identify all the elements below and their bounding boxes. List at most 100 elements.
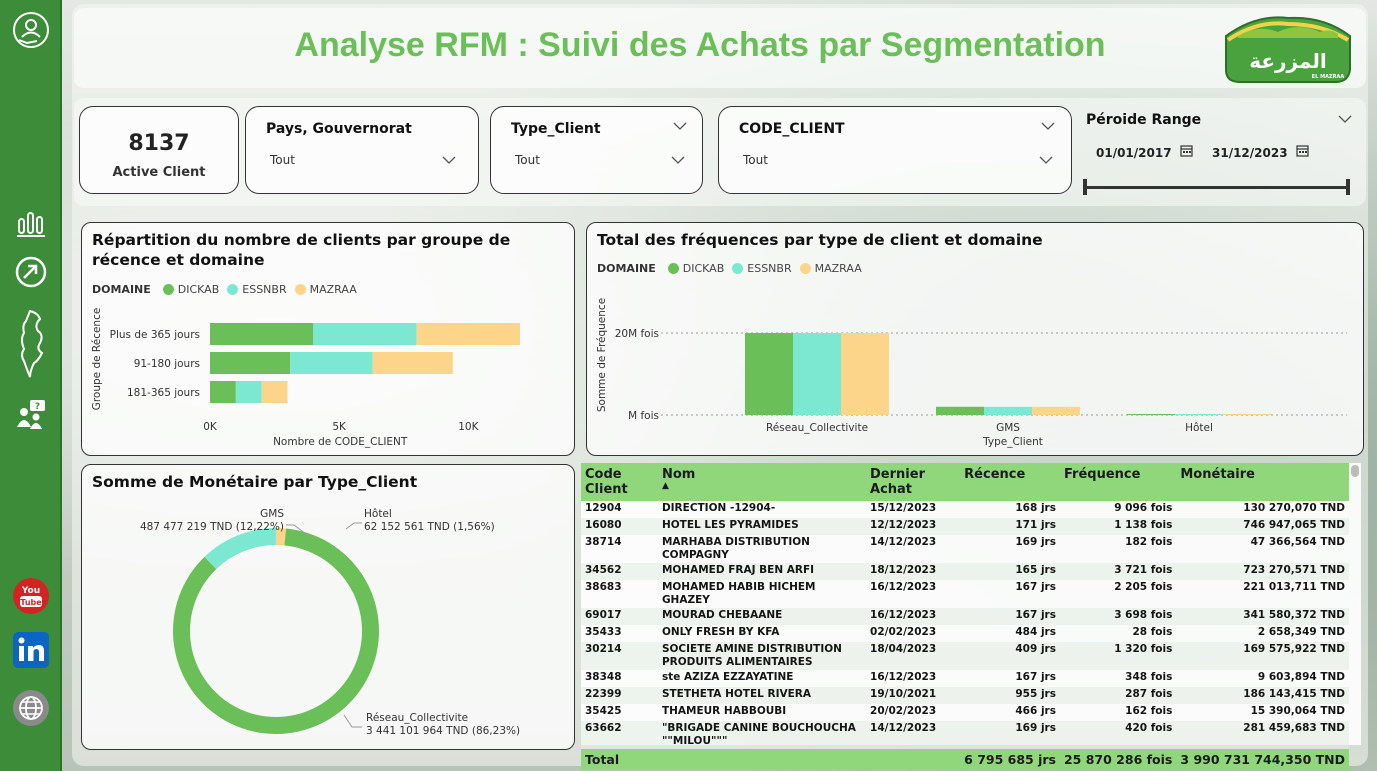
tunisia-map-icon[interactable] <box>9 306 53 382</box>
legend-title: DOMAINE <box>597 262 656 275</box>
table-row[interactable]: 35433 ONLY FRESH BY KFA 02/02/2023 484 jrs 2… <box>581 625 1349 642</box>
svg-text:You: You <box>21 586 40 596</box>
table-cell: 169 jrs <box>960 721 1060 749</box>
table-row[interactable]: 63662 "BRIGADE CANINE BOUCHOUCHA ""MILOU"… <box>581 721 1349 749</box>
bar-chart-icon[interactable] <box>9 200 53 244</box>
bar-dickab <box>210 381 236 403</box>
total-label: Total <box>581 749 658 770</box>
column-header-nom[interactable]: Nom ▲ <box>657 463 867 501</box>
table-cell: DIRECTION -12904- <box>661 502 776 514</box>
youtube-icon[interactable]: You Tube <box>9 574 53 618</box>
table-row[interactable]: 38714 MARHABA DISTRIBUTION COMPAGNY 14/12/… <box>581 535 1349 563</box>
slicer-title: Type_Client <box>511 121 601 137</box>
slicer-pays-gouvernorat[interactable]: Pays, Gouvernorat Tout <box>245 106 479 194</box>
x-tick-label: 0K <box>203 421 218 433</box>
chevron-down-icon[interactable] <box>673 121 687 131</box>
slicer-type-client[interactable]: Type_Client Tout <box>490 106 703 194</box>
column-header-code[interactable]: Code Client <box>581 463 658 501</box>
customer-care-icon[interactable] <box>9 8 53 52</box>
table-row[interactable]: 35425 THAMEUR HABBOUBI 20/02/2023 466 jrs 16… <box>581 704 1349 721</box>
table-row[interactable]: 34562 MOHAMED FRAJ BEN ARFI 18/12/2023 165 … <box>581 563 1349 580</box>
column-header-monetaire[interactable]: Monétaire <box>1176 463 1349 501</box>
table-cell: 955 jrs <box>960 687 1060 704</box>
range-end-handle[interactable] <box>1346 179 1350 195</box>
slicer-value: Tout <box>270 153 295 167</box>
table-cell: 38683 <box>585 581 622 593</box>
table-cell: SOCIETE AMINE DISTRIBUTION PRODUITS ALIM… <box>657 642 867 670</box>
table-cell: 3 721 fois <box>1059 563 1177 580</box>
leader-line <box>286 524 311 538</box>
table-row[interactable]: 16080 HOTEL LES PYRAMIDES 12/12/2023 171 jr… <box>581 518 1349 535</box>
x-tick-label: 5K <box>332 421 347 433</box>
column-header-frequence[interactable]: Fréquence <box>1059 463 1177 501</box>
x-axis-label: Nombre de CODE_CLIENT <box>273 436 408 448</box>
table-scrollbar[interactable] <box>1351 465 1359 477</box>
table-row[interactable]: 22399 STETHETA HOTEL RIVERA 19/10/2021 955 … <box>581 687 1349 704</box>
slicer-title: CODE_CLIENT <box>739 121 845 137</box>
chevron-down-icon[interactable] <box>442 155 456 165</box>
table-cell: 2 658,349 TND <box>1257 626 1345 638</box>
data-label: 3 441 101 964 TND (86,23%) <box>366 725 520 737</box>
column-header-dernier-achat[interactable]: Dernier Achat <box>866 463 961 501</box>
chevron-down-icon[interactable] <box>1041 121 1055 131</box>
bar-mazraa <box>416 323 520 345</box>
bar-mazraa <box>372 352 453 374</box>
table-cell: 182 fois <box>1125 536 1173 548</box>
table-row[interactable]: 30214 SOCIETE AMINE DISTRIBUTION PRODUITS… <box>581 642 1349 670</box>
chevron-down-icon[interactable] <box>1039 155 1053 165</box>
sidebar: ? You Tube <box>0 0 62 771</box>
table-cell: 15/12/2023 <box>870 502 937 514</box>
table-cell: 63662 <box>581 721 658 749</box>
linkedin-icon[interactable] <box>9 628 53 672</box>
table-row[interactable]: 38683 MOHAMED HABIB HICHEM GHAZEY 16/12/20… <box>581 580 1349 608</box>
table-cell: 14/12/2023 <box>866 721 961 749</box>
table-cell: 169 jrs <box>1015 536 1056 548</box>
period-start-input[interactable]: 01/01/2017 <box>1096 146 1172 160</box>
globe-icon[interactable] <box>9 686 53 730</box>
table-cell: 1 320 fois <box>1059 642 1177 670</box>
table-cell: 12904 <box>585 502 622 514</box>
bar-essnbr <box>1175 414 1223 415</box>
trend-icon[interactable] <box>9 250 53 294</box>
chart-title: Somme de Monétaire par Type_Client <box>92 473 418 491</box>
table-cell: 19/10/2021 <box>866 687 961 704</box>
faq-icon[interactable]: ? <box>9 392 53 436</box>
table-row[interactable]: 38348 ste AZIZA EZZAYATINE 16/12/2023 167 j… <box>581 670 1349 687</box>
table-cell: 420 fois <box>1059 721 1177 749</box>
table-cell: 38714 <box>585 536 622 548</box>
slicer-code-client[interactable]: CODE_CLIENT Tout <box>718 106 1072 194</box>
logo-text: المزرعة <box>1249 49 1327 73</box>
chevron-down-icon[interactable] <box>1338 114 1352 124</box>
table-cell: "BRIGADE CANINE BOUCHOUCHA ""MILOU""" <box>657 721 867 749</box>
table-cell: ONLY FRESH BY KFA <box>661 626 780 638</box>
table-cell: 15 390,064 TND <box>1250 705 1345 717</box>
total-frequence: 25 870 286 fois <box>1059 749 1177 770</box>
table-cell: 287 fois <box>1059 687 1177 704</box>
y-tick-label: 181-365 jours <box>127 387 200 399</box>
period-end-input[interactable]: 31/12/2023 <box>1212 146 1288 160</box>
svg-text:Tube: Tube <box>20 598 42 607</box>
bar-mazraa <box>841 333 889 415</box>
chevron-down-icon[interactable] <box>671 155 685 165</box>
table-row[interactable]: 12904 DIRECTION -12904- 15/12/2023 168 jrs 9… <box>581 501 1349 518</box>
data-label: Réseau_Collectivite <box>366 712 468 724</box>
bar-mazraa <box>1223 414 1271 415</box>
column-header-recence[interactable]: Récence <box>960 463 1060 501</box>
legend-label: DICKAB <box>682 262 725 275</box>
donut-slice <box>173 528 379 734</box>
range-start-handle[interactable] <box>1083 179 1087 195</box>
table-cell: 167 jrs <box>1015 671 1056 683</box>
table-header-row: Code Client Nom ▲ Dernier Achat Récence F… <box>581 463 1349 501</box>
calendar-icon[interactable] <box>1296 144 1309 157</box>
table-cell: 130 270,070 TND <box>1243 502 1345 514</box>
table-cell: MOURAD CHEBAANE <box>657 608 867 625</box>
legend-title: DOMAINE <box>92 283 151 296</box>
legend-label: DICKAB <box>177 283 220 296</box>
table-row[interactable]: 69017 MOURAD CHEBAANE 16/12/2023 167 jrs 3 6… <box>581 608 1349 625</box>
table-cell: MOHAMED FRAJ BEN ARFI <box>657 563 867 580</box>
table-cell: 16080 <box>581 518 658 535</box>
table-cell: 168 jrs <box>1015 502 1056 514</box>
calendar-icon[interactable] <box>1180 144 1193 157</box>
table-cell: 162 fois <box>1125 705 1173 717</box>
